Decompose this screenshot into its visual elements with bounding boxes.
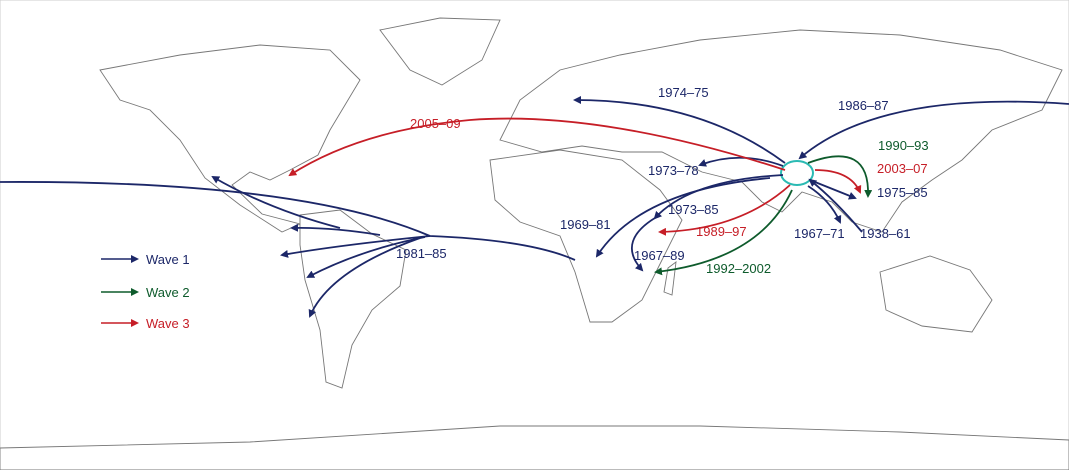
africa	[489, 149, 683, 323]
route-1981-85-mexico	[211, 175, 341, 229]
label-1992-2002: 1992–2002	[706, 261, 771, 276]
legend-label-wave-1: Wave 1	[146, 252, 190, 267]
label-1973-85: 1973–85	[668, 202, 719, 217]
label-1938-61: 1938–61	[860, 226, 911, 241]
label-1975-85: 1975–85	[877, 185, 928, 200]
route-1981-85-main	[0, 181, 576, 261]
route-1981-85-peru	[280, 235, 431, 258]
route-1967-71	[807, 185, 842, 224]
label-1969-81: 1969–81	[560, 217, 611, 232]
label-1986-87: 1986–87	[838, 98, 889, 113]
label-1981-85: 1981–85	[396, 246, 447, 261]
route-1975-85	[809, 179, 857, 200]
legend-label-wave-2: Wave 2	[146, 285, 190, 300]
route-1973-78	[698, 156, 784, 167]
label-1967-89: 1967–89	[634, 248, 685, 263]
route-1989-97	[658, 184, 791, 236]
legend-item-wave-2: Wave 2	[101, 285, 190, 300]
route-1981-85-argentina	[308, 237, 421, 318]
route-1981-85-bolivia	[306, 236, 426, 278]
label-1974-75: 1974–75	[658, 85, 709, 100]
label-1989-97: 1989–97	[696, 224, 747, 239]
route-1967-89	[631, 214, 661, 272]
route-1990-93	[807, 155, 873, 198]
route-1981-85-venezuela	[290, 223, 381, 236]
route-1986-87	[798, 100, 1069, 160]
antarctica	[0, 425, 1069, 470]
legend-item-wave-1: Wave 1	[101, 252, 190, 267]
landmasses	[0, 17, 1069, 470]
label-2005-09: 2005–09	[410, 116, 461, 131]
legend: Wave 1 Wave 2 Wave 3	[101, 252, 190, 331]
eurasia	[499, 29, 1063, 233]
label-1967-71: 1967–71	[794, 226, 845, 241]
label-1990-93: 1990–93	[878, 138, 929, 153]
route-2005-09	[288, 117, 786, 177]
routes	[0, 96, 1069, 318]
route-1938-61	[808, 178, 863, 233]
greenland	[379, 17, 501, 86]
route-1969-81	[595, 177, 771, 258]
origin-region-circle	[780, 160, 814, 186]
australia	[879, 255, 993, 333]
legend-label-wave-3: Wave 3	[146, 316, 190, 331]
label-2003-07: 2003–07	[877, 161, 928, 176]
label-1973-78: 1973–78	[648, 163, 699, 178]
north-america	[99, 44, 361, 233]
route-1992-2002	[654, 189, 793, 276]
route-2003-07	[814, 169, 862, 194]
route-labels: 1974–75 1986–87 1973–78 1973–85 1969–81 …	[396, 85, 929, 276]
legend-item-wave-3: Wave 3	[101, 316, 190, 331]
route-1974-75	[573, 96, 786, 164]
